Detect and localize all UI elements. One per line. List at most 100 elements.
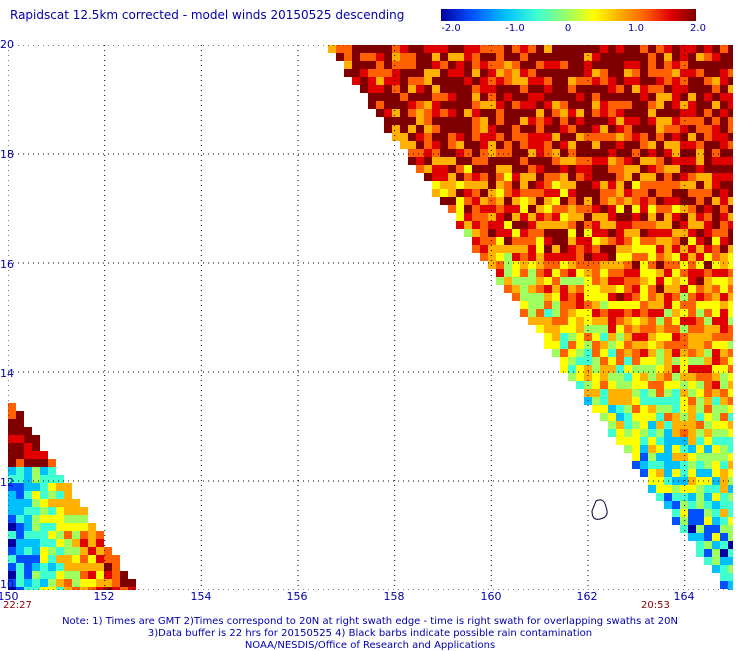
wind-cell [520, 205, 528, 213]
wind-cell [480, 93, 488, 101]
wind-cell [376, 85, 384, 93]
wind-cell [720, 405, 728, 413]
wind-cell [400, 61, 408, 69]
wind-cell [648, 61, 656, 69]
wind-cell [80, 515, 88, 523]
wind-cell [712, 525, 720, 533]
wind-cell [568, 125, 576, 133]
wind-cell [624, 133, 632, 141]
wind-cell [552, 349, 560, 357]
wind-cell [552, 293, 560, 301]
wind-cell [672, 365, 680, 373]
wind-cell [592, 165, 600, 173]
wind-cell [608, 253, 616, 261]
wind-cell [464, 69, 472, 77]
wind-cell [728, 101, 733, 109]
wind-cell [72, 547, 80, 555]
wind-cell [576, 301, 584, 309]
wind-cell [704, 229, 712, 237]
wind-cell [472, 85, 480, 93]
wind-cell [664, 485, 672, 493]
wind-cell [400, 101, 408, 109]
wind-cell [496, 269, 504, 277]
wind-cell [728, 445, 733, 453]
wind-cell [656, 485, 664, 493]
wind-cell [728, 589, 733, 590]
wind-cell [728, 109, 733, 117]
wind-cell [112, 555, 120, 563]
wind-cell [560, 229, 568, 237]
wind-cell [616, 205, 624, 213]
wind-cell [632, 221, 640, 229]
wind-cell [504, 165, 512, 173]
wind-cell [72, 571, 80, 579]
wind-cell [632, 101, 640, 109]
wind-cell [472, 141, 480, 149]
wind-cell [704, 541, 712, 549]
wind-cell [88, 579, 96, 587]
wind-cell [648, 109, 656, 117]
wind-cell [448, 61, 456, 69]
wind-cell [576, 325, 584, 333]
wind-cell [712, 69, 720, 77]
wind-cell [640, 237, 648, 245]
wind-cell [632, 445, 640, 453]
wind-cell [448, 157, 456, 165]
wind-cell [728, 349, 733, 357]
wind-cell [568, 357, 576, 365]
wind-cell [512, 245, 520, 253]
wind-cell [688, 453, 696, 461]
wind-cell [512, 189, 520, 197]
wind-cell [712, 501, 720, 509]
wind-cell [640, 325, 648, 333]
wind-cell [648, 429, 656, 437]
wind-cell [640, 277, 648, 285]
wind-cell [688, 237, 696, 245]
wind-cell [504, 53, 512, 61]
wind-cell [672, 277, 680, 285]
wind-cell [632, 213, 640, 221]
wind-cell [576, 365, 584, 373]
wind-cell [632, 261, 640, 269]
wind-cell [512, 109, 520, 117]
wind-cell [704, 141, 712, 149]
wind-cell [616, 357, 624, 365]
wind-cell [712, 109, 720, 117]
wind-cell [688, 317, 696, 325]
wind-cell [648, 229, 656, 237]
wind-cell [688, 493, 696, 501]
wind-cell [696, 277, 704, 285]
wind-cell [560, 277, 568, 285]
wind-cell [632, 405, 640, 413]
wind-cell [440, 77, 448, 85]
wind-cell [560, 149, 568, 157]
wind-cell [64, 555, 72, 563]
wind-cell [728, 213, 733, 221]
wind-cell [680, 189, 688, 197]
wind-cell [640, 293, 648, 301]
wind-cell [560, 245, 568, 253]
wind-cell [488, 149, 496, 157]
wind-cell [544, 221, 552, 229]
wind-cell [592, 229, 600, 237]
wind-cell [720, 525, 728, 533]
wind-cell [504, 229, 512, 237]
wind-cell [720, 101, 728, 109]
wind-cell [512, 229, 520, 237]
wind-cell [728, 221, 733, 229]
wind-cell [576, 77, 584, 85]
wind-cell [632, 397, 640, 405]
wind-cell [624, 157, 632, 165]
wind-cell [512, 53, 520, 61]
wind-cell [592, 357, 600, 365]
wind-cell [680, 181, 688, 189]
wind-cell [568, 349, 576, 357]
wind-cell [704, 221, 712, 229]
wind-cell [688, 221, 696, 229]
wind-cell [680, 333, 688, 341]
wind-cell [56, 531, 64, 539]
wind-cell [464, 93, 472, 101]
wind-cell [520, 53, 528, 61]
wind-cell [400, 117, 408, 125]
wind-cell [392, 93, 400, 101]
